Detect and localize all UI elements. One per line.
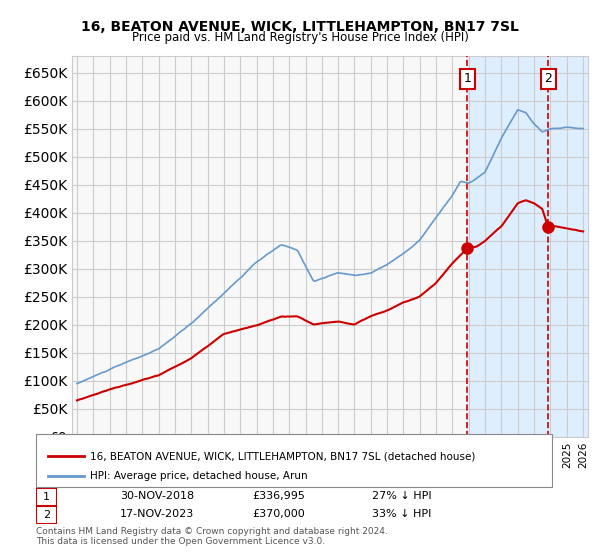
Text: 2: 2 (43, 510, 50, 520)
Text: 27% ↓ HPI: 27% ↓ HPI (372, 491, 431, 501)
Bar (548, 56, 591, 437)
Text: 2: 2 (545, 72, 553, 85)
Text: £336,995: £336,995 (252, 491, 305, 501)
Text: 16, BEATON AVENUE, WICK, LITTLEHAMPTON, BN17 7SL (detached house): 16, BEATON AVENUE, WICK, LITTLEHAMPTON, … (90, 451, 475, 461)
Text: 33% ↓ HPI: 33% ↓ HPI (372, 509, 431, 519)
Bar (467, 56, 548, 437)
Text: Contains HM Land Registry data © Crown copyright and database right 2024.
This d: Contains HM Land Registry data © Crown c… (36, 526, 388, 546)
Text: 30-NOV-2018: 30-NOV-2018 (120, 491, 194, 501)
FancyBboxPatch shape (36, 488, 57, 506)
Text: 16, BEATON AVENUE, WICK, LITTLEHAMPTON, BN17 7SL: 16, BEATON AVENUE, WICK, LITTLEHAMPTON, … (81, 20, 519, 34)
Text: HPI: Average price, detached house, Arun: HPI: Average price, detached house, Arun (90, 471, 308, 481)
Text: Price paid vs. HM Land Registry's House Price Index (HPI): Price paid vs. HM Land Registry's House … (131, 31, 469, 44)
Text: 1: 1 (43, 492, 50, 502)
Text: 17-NOV-2023: 17-NOV-2023 (120, 509, 194, 519)
Text: £370,000: £370,000 (252, 509, 305, 519)
Text: 1: 1 (464, 72, 472, 85)
FancyBboxPatch shape (36, 506, 57, 524)
